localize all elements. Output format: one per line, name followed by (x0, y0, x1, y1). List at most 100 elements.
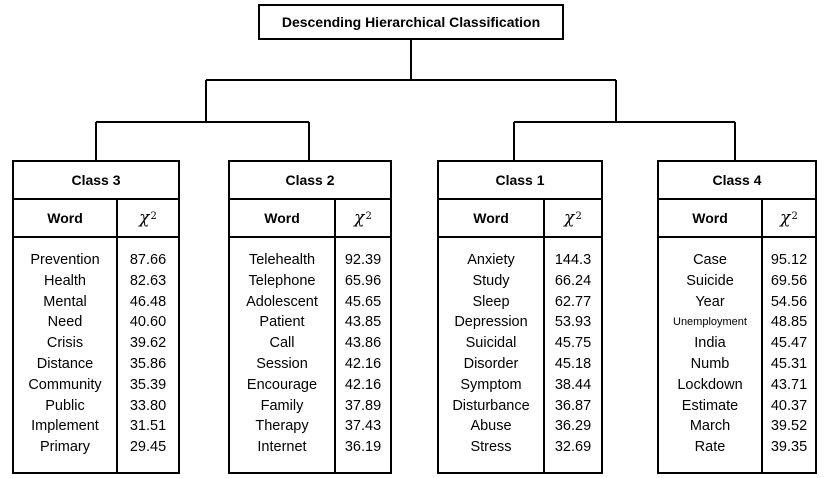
value-cell: 29.45 (129, 439, 167, 456)
class-title: Class 3 (71, 172, 121, 188)
value-cell: 65.96 (344, 272, 382, 289)
word-cell: Unemployment (673, 316, 747, 329)
word-cell: Suicidal (465, 335, 517, 352)
value-cell: 92.39 (344, 252, 382, 268)
word-column-header: Word (14, 200, 118, 236)
word-column-header: Word (439, 200, 545, 236)
value-cell: 35.39 (129, 376, 167, 393)
value-cell: 46.48 (129, 293, 167, 310)
word-cell: Distance (36, 355, 94, 372)
class-header: Class 1 (439, 162, 601, 200)
word-cell: Crisis (46, 335, 84, 352)
chi-symbol: χ (354, 208, 365, 228)
value-cell: 36.29 (554, 418, 592, 435)
value-cell: 39.62 (129, 335, 167, 352)
value-cell: 69.56 (770, 272, 808, 289)
word-cell: Numb (690, 355, 730, 372)
word-cell: Study (472, 272, 510, 289)
value-cell: 45.18 (554, 355, 592, 372)
word-cell: Public (45, 397, 85, 414)
word-cell: Telehealth (248, 252, 316, 268)
word-cell: Need (47, 314, 83, 331)
value-cell: 38.44 (554, 376, 592, 393)
value-cell: 144.3 (554, 252, 592, 268)
value-cell: 45.31 (770, 355, 808, 372)
value-cell: 32.69 (554, 439, 592, 456)
value-cell: 62.77 (554, 293, 592, 310)
word-cell: Health (44, 272, 86, 289)
word-cell: Mental (43, 293, 87, 310)
word-cell: Encourage (246, 376, 318, 393)
word-cell: Disturbance (452, 397, 530, 414)
value-cell: 45.75 (554, 335, 592, 352)
value-cell: 66.24 (554, 272, 592, 289)
word-cell: Disorder (463, 355, 519, 372)
root-title: Descending Hierarchical Classification (281, 14, 541, 30)
chi-symbol: χ (564, 208, 575, 228)
word-cell: Lockdown (677, 376, 743, 393)
word-list: Case Suicide Year Unemployment India Num… (659, 238, 763, 472)
value-cell: 45.65 (344, 293, 382, 310)
value-cell: 82.63 (129, 272, 167, 289)
word-cell: Therapy (255, 418, 309, 435)
word-cell: Patient (259, 314, 305, 331)
value-cell: 43.85 (344, 314, 382, 331)
value-cell: 31.51 (129, 418, 167, 435)
word-cell: Telephone (248, 272, 316, 289)
word-cell: Year (695, 293, 725, 310)
word-cell: Depression (454, 314, 528, 331)
word-cell: Stress (470, 439, 512, 456)
value-list: 144.3 66.24 62.77 53.93 45.75 45.18 38.4… (545, 238, 601, 472)
word-cell: Rate (694, 439, 726, 456)
word-cell: Abuse (470, 418, 512, 435)
value-cell: 40.37 (770, 397, 808, 414)
value-cell: 43.86 (344, 335, 382, 352)
class-title: Class 1 (495, 172, 545, 188)
table-body: Anxiety Study Sleep Depression Suicidal … (439, 238, 601, 472)
value-cell: 45.47 (770, 335, 808, 352)
value-cell: 48.85 (770, 314, 808, 331)
chi-symbol: χ (780, 208, 791, 228)
word-cell: Estimate (681, 397, 739, 414)
value-list: 87.66 82.63 46.48 40.60 39.62 35.86 35.3… (118, 238, 178, 472)
chi-symbol: χ (139, 208, 150, 228)
word-cell: Internet (257, 439, 307, 456)
value-cell: 87.66 (129, 252, 167, 268)
word-cell: Symptom (460, 376, 522, 393)
word-cell: March (689, 418, 731, 435)
value-list: 95.12 69.56 54.56 48.85 45.47 45.31 43.7… (763, 238, 815, 472)
word-cell: Primary (40, 439, 90, 456)
class-header: Class 2 (230, 162, 390, 200)
word-cell: Community (28, 376, 102, 393)
value-cell: 54.56 (770, 293, 808, 310)
word-list: Anxiety Study Sleep Depression Suicidal … (439, 238, 545, 472)
class-title: Class 2 (285, 172, 335, 188)
value-cell: 37.89 (344, 397, 382, 414)
word-column-header: Word (659, 200, 763, 236)
value-cell: 33.80 (129, 397, 167, 414)
word-column-header: Word (230, 200, 336, 236)
value-cell: 39.35 (770, 439, 808, 456)
chi-exponent: 2 (150, 210, 157, 222)
value-cell: 36.87 (554, 397, 592, 414)
root-node: Descending Hierarchical Classification (258, 4, 564, 40)
word-list: Telehealth Telephone Adolescent Patient … (230, 238, 336, 472)
word-cell: Adolescent (246, 293, 318, 310)
class-header: Class 4 (659, 162, 815, 200)
chi-exponent: 2 (791, 210, 798, 222)
word-cell: Sleep (472, 293, 510, 310)
table-body: Telehealth Telephone Adolescent Patient … (230, 238, 390, 472)
word-cell: Suicide (686, 272, 734, 289)
value-cell: 43.71 (770, 376, 808, 393)
table-body: Case Suicide Year Unemployment India Num… (659, 238, 815, 472)
value-cell: 35.86 (129, 355, 167, 372)
